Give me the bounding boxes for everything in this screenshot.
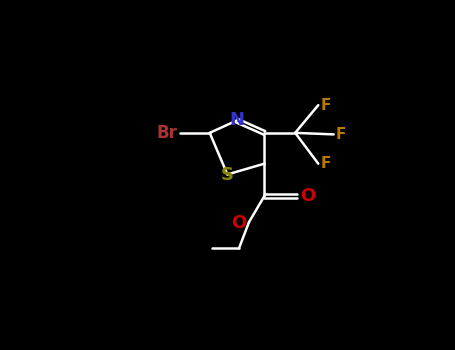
Text: Br: Br	[157, 124, 177, 142]
Text: S: S	[221, 166, 234, 184]
Text: O: O	[231, 214, 246, 232]
Text: F: F	[321, 98, 331, 113]
Text: F: F	[321, 156, 331, 171]
Text: N: N	[229, 111, 244, 129]
Text: F: F	[336, 127, 346, 142]
Text: O: O	[300, 187, 315, 205]
